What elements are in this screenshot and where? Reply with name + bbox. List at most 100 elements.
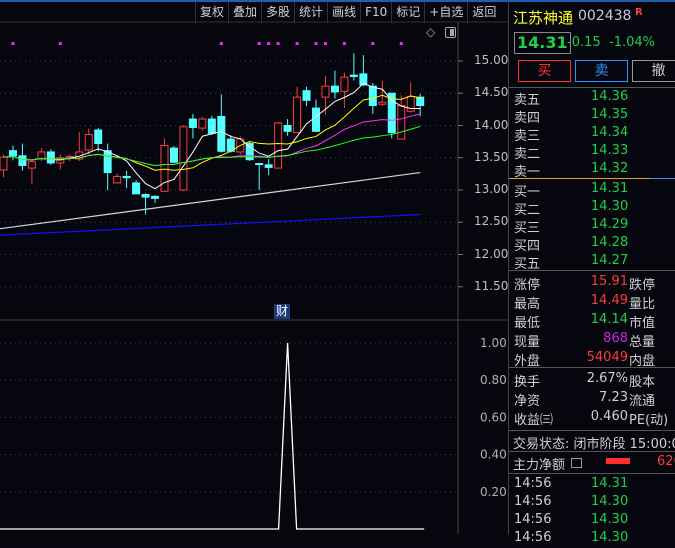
tick-time: 14:56 [514, 530, 552, 545]
toolbar-button-1[interactable]: 叠加 [228, 2, 261, 23]
stat-label: 涨停 [514, 278, 541, 293]
stat-value: 14.14 [590, 312, 628, 327]
fund-value: 7.23 [599, 390, 628, 405]
signal-dot [11, 42, 15, 45]
stat-label-2: 市值 [629, 316, 656, 331]
tick-time: 14:56 [514, 476, 552, 491]
stat-row: 最高 14.49 量比 [513, 293, 675, 312]
candle-down [132, 182, 141, 195]
candle-up [27, 161, 36, 169]
stat-label: 最低 [514, 316, 541, 331]
candle-down [416, 96, 425, 107]
chart-toolbar: 复权 叠加 多股 统计 画线 F10 标记 +自选 返回 [195, 2, 500, 23]
ask-label: 卖五 [514, 93, 541, 108]
stat-label: 现量 [514, 335, 541, 350]
ask-label: 卖一 [514, 165, 541, 180]
toolbar-button-5[interactable]: F10 [360, 2, 391, 23]
indicator-axis-label: 0.60 [480, 410, 507, 424]
candle-down [122, 175, 131, 179]
list-icon[interactable] [571, 458, 582, 468]
candle-down [349, 74, 358, 77]
price-axis-label: 14.50 [474, 85, 509, 100]
candle-up [179, 126, 188, 191]
candle-down [302, 90, 311, 101]
panel-toggle-icon[interactable] [445, 27, 456, 38]
candle-down [255, 163, 264, 166]
toolbar-button-7[interactable]: +自选 [424, 2, 467, 23]
trade-status: 交易状态: 闭市阶段 15:00:0 [513, 437, 675, 452]
candle-down [46, 151, 55, 164]
tick-time: 14:56 [514, 512, 552, 527]
toolbar-button-2[interactable]: 多股 [261, 2, 294, 23]
ask-row: 卖一 14.32 [513, 161, 675, 180]
toolbar-button-4[interactable]: 画线 [327, 2, 360, 23]
tick-row: 14:56 14.30 [513, 530, 675, 548]
candle-up [397, 105, 406, 140]
badge-r: R [635, 7, 643, 18]
bid-label: 买三 [514, 221, 541, 236]
stock-name: 江苏神通 [513, 9, 574, 27]
indicator-label[interactable]: 财 [274, 304, 291, 319]
candle-up [0, 156, 8, 171]
quote-panel: 江苏神通 002438 R 14.31 -0.15 -1.04% 买 卖 撤 卖… [508, 0, 675, 545]
stat-row: 涨停 15.91 跌停 [513, 274, 675, 293]
price-axis-label: 13.00 [474, 182, 509, 196]
fund-label-2: 流通 [629, 394, 656, 409]
candle-down [312, 107, 321, 132]
long-ma-line [0, 213, 421, 236]
candle-up [37, 151, 46, 160]
candle-down [141, 194, 150, 198]
tick-price: 14.30 [591, 530, 629, 545]
candle-down [283, 125, 292, 132]
order-book-divider [509, 178, 650, 179]
candle-down [8, 150, 17, 157]
toolbar-button-8[interactable]: 返回 [467, 2, 500, 23]
candle-up [321, 85, 330, 98]
bid-label: 买四 [514, 239, 541, 254]
bid-price: 14.31 [591, 181, 629, 196]
candle-up [340, 76, 349, 92]
bid-price: 14.30 [591, 199, 629, 214]
buy-button[interactable]: 买 [518, 60, 571, 82]
stat-row: 现量 868 总量 [513, 331, 675, 350]
candle-down [264, 164, 273, 168]
ask-row: 卖四 14.35 [513, 107, 675, 126]
ask-price: 14.35 [591, 107, 629, 122]
candle-down [207, 118, 216, 134]
candle-up [113, 175, 122, 184]
bid-price: 14.27 [591, 253, 629, 268]
ma30-line [3, 125, 421, 167]
main-net-label: 主力净额 [513, 458, 566, 473]
toolbar-button-6[interactable]: 标记 [391, 2, 424, 23]
bid-row: 买五 14.27 [513, 253, 675, 272]
candle-up [274, 122, 283, 169]
candle-up [84, 134, 93, 151]
signal-dot [219, 42, 223, 45]
signal-dot [276, 42, 280, 45]
candle-down [217, 115, 226, 152]
tick-price: 14.31 [591, 476, 629, 491]
toolbar-button-3[interactable]: 统计 [294, 2, 327, 23]
candle-down [330, 85, 339, 93]
cancel-button[interactable]: 撤 [632, 60, 675, 82]
tick-row: 14:56 14.30 [513, 512, 675, 530]
stat-label-2: 内盘 [629, 354, 656, 369]
ask-price: 14.36 [591, 89, 629, 104]
candle-down [18, 155, 27, 166]
tick-price: 14.30 [591, 512, 629, 527]
fund-row: 净资 7.23 流通 [513, 390, 675, 409]
diamond-icon[interactable]: ◇ [426, 25, 436, 39]
fund-value: 0.460 [590, 409, 628, 424]
kline-chart[interactable]: 1.00 0.80 0.60 0.40 0.20 [0, 0, 508, 534]
signal-dot [58, 42, 62, 45]
indicator-line [0, 342, 425, 530]
bid-label: 买一 [514, 185, 541, 200]
ask-row: 卖五 14.36 [513, 89, 675, 108]
signal-dot [257, 42, 261, 45]
signal-dot [371, 42, 375, 45]
stock-code: 002438 [578, 8, 632, 24]
toolbar-button-0[interactable]: 复权 [195, 2, 228, 23]
sell-button[interactable]: 卖 [575, 60, 628, 82]
bid-row: 买四 14.28 [513, 235, 675, 254]
candle-down [387, 92, 396, 134]
